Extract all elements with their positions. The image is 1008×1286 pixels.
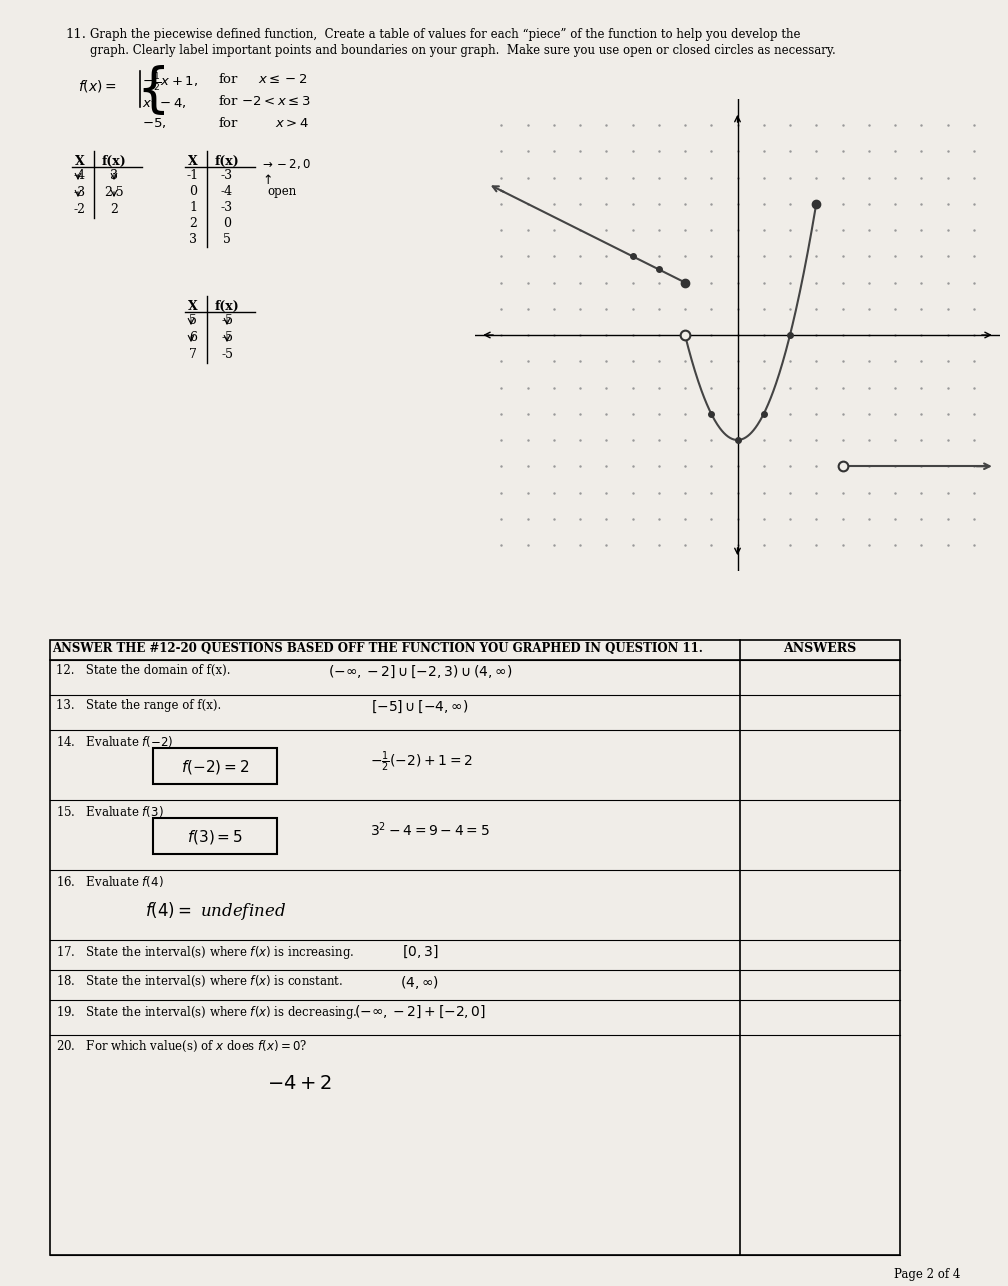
Text: $\rightarrow -2, 0$: $\rightarrow -2, 0$	[260, 157, 311, 171]
Text: $f(3)=5$: $f(3)=5$	[187, 828, 243, 846]
Text: 0: 0	[190, 185, 197, 198]
Text: Graph the piecewise defined function,  Create a table of values for each “piece”: Graph the piecewise defined function, Cr…	[90, 28, 800, 41]
Text: 0: 0	[223, 217, 231, 230]
Text: 17.   State the interval(s) where $f(x)$ is increasing.: 17. State the interval(s) where $f(x)$ i…	[56, 944, 355, 961]
Text: 20.   For which value(s) of $x$ does $f(x)=0$?: 20. For which value(s) of $x$ does $f(x)…	[56, 1039, 307, 1055]
Text: -1: -1	[186, 168, 199, 183]
Text: $f(4)=$ undefined: $f(4)=$ undefined	[144, 900, 285, 922]
Text: $x^2-4,$: $x^2-4,$	[142, 94, 186, 112]
Text: $3^2-4=9-4=5$: $3^2-4=9-4=5$	[370, 820, 490, 838]
Text: -3: -3	[221, 201, 233, 213]
Text: 6: 6	[190, 331, 197, 343]
Text: $\{$: $\{$	[136, 63, 165, 117]
Text: f(x): f(x)	[102, 156, 126, 168]
Text: 1: 1	[190, 201, 197, 213]
Text: -2: -2	[74, 203, 86, 216]
Text: -3: -3	[221, 168, 233, 183]
Text: $-\frac{1}{2}(-2)+1=2$: $-\frac{1}{2}(-2)+1=2$	[370, 750, 473, 774]
Text: $-4 + 2$: $-4 + 2$	[267, 1075, 333, 1093]
Text: 7: 7	[190, 349, 197, 361]
Text: -5: -5	[221, 314, 233, 327]
Text: for $-2 < x \leq 3$: for $-2 < x \leq 3$	[218, 94, 310, 108]
Text: Page 2 of 4: Page 2 of 4	[894, 1268, 960, 1281]
Text: -5: -5	[221, 349, 233, 361]
Text: 3: 3	[110, 168, 118, 183]
Text: $f(x) = $: $f(x) = $	[78, 78, 117, 94]
Text: ANSWERS: ANSWERS	[783, 642, 857, 655]
Text: f(x): f(x)	[215, 156, 239, 168]
Text: ANSWER THE #12-20 QUESTIONS BASED OFF THE FUNCTION YOU GRAPHED IN QUESTION 11.: ANSWER THE #12-20 QUESTIONS BASED OFF TH…	[52, 642, 703, 655]
Text: $[0,3]$: $[0,3]$	[402, 944, 438, 961]
Text: $f(-2)=2$: $f(-2)=2$	[180, 757, 249, 775]
Text: X: X	[188, 300, 198, 312]
Text: $-\frac{1}{2}x+1,$: $-\frac{1}{2}x+1,$	[142, 72, 198, 94]
Text: 2: 2	[190, 217, 197, 230]
Text: $\uparrow$: $\uparrow$	[260, 174, 272, 186]
Text: open: open	[267, 185, 296, 198]
Text: $(-\infty,-2]\cup[-2,3)\cup(4,\infty)$: $(-\infty,-2]\cup[-2,3)\cup(4,\infty)$	[328, 664, 512, 680]
Text: for         $x > 4$: for $x > 4$	[218, 116, 308, 130]
Text: 2.5: 2.5	[104, 186, 124, 199]
Text: X: X	[76, 156, 85, 168]
Text: 19.   State the interval(s) where $f(x)$ is decreasing.: 19. State the interval(s) where $f(x)$ i…	[56, 1004, 358, 1021]
Text: 5: 5	[190, 314, 197, 327]
Text: 5: 5	[223, 233, 231, 246]
Text: f(x): f(x)	[215, 300, 239, 312]
Bar	[50, 640, 900, 1255]
Text: 11.: 11.	[65, 28, 86, 41]
Text: X: X	[188, 156, 198, 168]
Text: 18.   State the interval(s) where $f(x)$ is constant.: 18. State the interval(s) where $f(x)$ i…	[56, 974, 344, 989]
Text: -3: -3	[74, 186, 86, 199]
Text: 14.   Evaluate $f(-2)$: 14. Evaluate $f(-2)$	[56, 734, 173, 748]
Text: $(4,\infty)$: $(4,\infty)$	[400, 974, 439, 992]
Text: 2: 2	[110, 203, 118, 216]
Text: 16.   Evaluate $f(4)$: 16. Evaluate $f(4)$	[56, 874, 163, 889]
Text: $[-5]\cup[-4,\infty)$: $[-5]\cup[-4,\infty)$	[371, 700, 469, 715]
Text: $-5,$: $-5,$	[142, 116, 166, 130]
Text: $(-\infty,-2] + [-2,0]$: $(-\infty,-2] + [-2,0]$	[354, 1004, 486, 1020]
Text: 12.   State the domain of f(x).: 12. State the domain of f(x).	[56, 664, 231, 676]
Text: -4: -4	[221, 185, 233, 198]
Text: for     $x \leq -2$: for $x \leq -2$	[218, 72, 307, 86]
Text: 15.   Evaluate $f(3)$: 15. Evaluate $f(3)$	[56, 804, 163, 819]
Text: -5: -5	[221, 331, 233, 343]
Text: -4: -4	[74, 168, 86, 183]
Text: 3: 3	[190, 233, 197, 246]
Text: graph. Clearly label important points and boundaries on your graph.  Make sure y: graph. Clearly label important points an…	[90, 44, 836, 57]
Text: 13.   State the range of f(x).: 13. State the range of f(x).	[56, 700, 221, 712]
